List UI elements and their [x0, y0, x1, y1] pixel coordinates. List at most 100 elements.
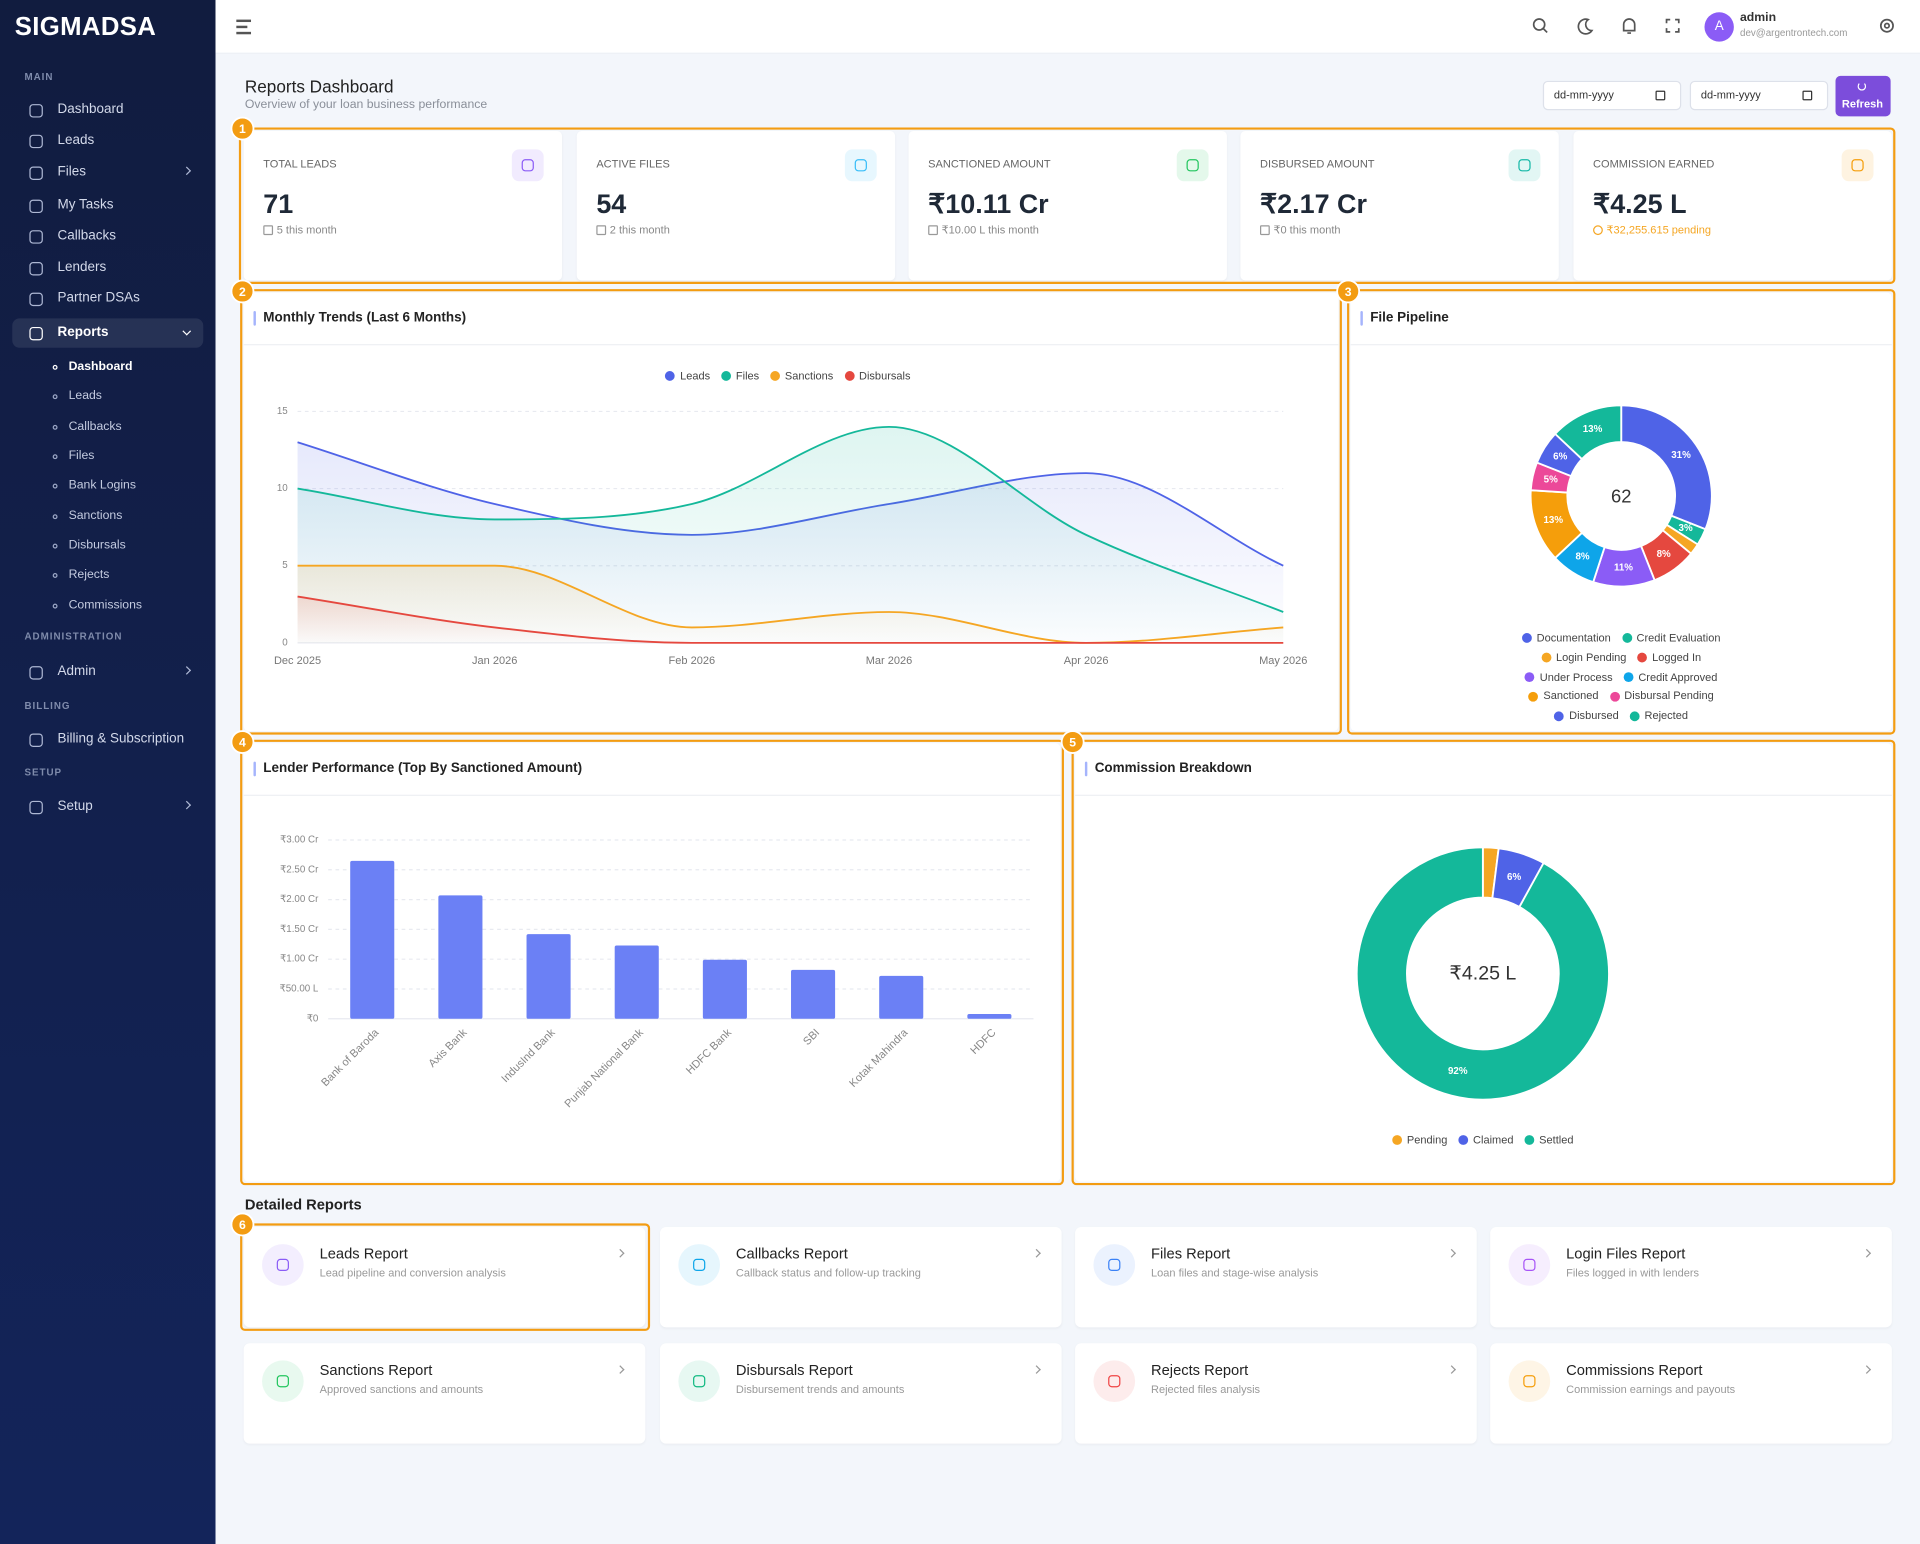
nav-item[interactable]: Admin	[57, 664, 96, 679]
legend-label: Logged In	[1652, 651, 1702, 664]
date-input[interactable]	[1542, 80, 1682, 111]
nav-icon	[29, 199, 43, 214]
nav-icon	[29, 134, 43, 149]
menu-toggle-line[interactable]	[236, 19, 252, 22]
nav-item[interactable]: Setup	[57, 798, 93, 814]
submenu-item[interactable]: Commissions	[68, 598, 143, 612]
panel-divider	[1075, 794, 1892, 796]
nav-item[interactable]: My Tasks	[57, 197, 114, 213]
nav-item-active[interactable]	[12, 318, 204, 348]
legend-swatch	[721, 371, 732, 382]
report-card[interactable]	[243, 1343, 646, 1444]
legend-swatch	[1623, 672, 1634, 683]
submenu-dot	[52, 424, 58, 430]
report-card[interactable]	[1490, 1343, 1892, 1444]
nav-item[interactable]: Lenders	[57, 260, 107, 275]
report-card[interactable]	[1075, 1226, 1477, 1328]
legend-swatch	[1621, 633, 1632, 644]
kpi-note: 5 this month	[276, 223, 337, 236]
report-card[interactable]	[1490, 1226, 1892, 1328]
submenu-item[interactable]: Disbursals	[68, 538, 126, 553]
kpi-icon	[1851, 159, 1864, 172]
date-input[interactable]	[1689, 80, 1829, 111]
nav-icon	[29, 166, 43, 180]
legend-label: Files	[735, 369, 760, 383]
kpi-value: ₹10.11 Cr	[928, 188, 1049, 219]
legend-label: Claimed	[1473, 1133, 1514, 1147]
legend-swatch	[1637, 652, 1648, 663]
report-icon	[1523, 1375, 1536, 1388]
submenu-item[interactable]: Dashboard	[68, 360, 133, 374]
report-icon-bg	[678, 1244, 720, 1286]
user-email: dev@argentrontech.com	[1740, 27, 1848, 39]
user-name: admin	[1740, 11, 1777, 25]
page-subtitle: Overview of your loan business performan…	[244, 97, 488, 112]
nav-section-title: SETUP	[24, 766, 63, 778]
title-accent	[253, 761, 256, 777]
legend-swatch	[665, 371, 676, 382]
nav-item[interactable]: Dashboard	[57, 102, 124, 117]
report-icon-bg	[262, 1360, 304, 1403]
submenu-item[interactable]: Bank Logins	[68, 479, 136, 493]
chart-legend: Documentation Credit Evaluation Login Pend…	[1507, 632, 1735, 723]
nav-item[interactable]: Callbacks	[57, 228, 116, 243]
kpi-icon	[1186, 159, 1199, 172]
submenu-item[interactable]: Callbacks	[68, 419, 122, 434]
nav-item[interactable]: Reports	[57, 324, 109, 340]
chart-legend: Leads Files Sanctions Disbursals	[604, 370, 971, 383]
chart-panel	[243, 292, 1339, 732]
submenu-item[interactable]: Leads	[68, 389, 102, 404]
nav-item[interactable]: Files	[57, 164, 87, 180]
report-title: Login Files Report	[1566, 1245, 1686, 1263]
avatar[interactable]	[1704, 12, 1734, 42]
nav-icon	[29, 292, 43, 307]
report-description: Callback status and follow-up tracking	[735, 1266, 921, 1280]
title-accent	[1084, 761, 1088, 777]
submenu-item[interactable]: Files	[68, 449, 95, 463]
legend-label: Sanctions	[784, 369, 834, 383]
nav-section-title: BILLING	[24, 700, 71, 712]
report-icon-bg	[1093, 1244, 1136, 1286]
legend-label: Login Pending	[1555, 651, 1627, 664]
nav-icon	[29, 262, 43, 276]
refresh-icon	[1857, 82, 1867, 91]
nav-icon	[29, 800, 43, 815]
report-icon-bg	[1508, 1244, 1551, 1286]
legend-label: Leads	[680, 369, 711, 383]
legend-label: Credit Approved	[1638, 670, 1718, 683]
legend-label: Rejected	[1644, 709, 1688, 722]
report-description: Files logged in with lenders	[1566, 1266, 1700, 1280]
nav-item[interactable]: Billing & Subscription	[57, 731, 185, 747]
legend-item: Leads	[665, 370, 710, 383]
report-description: Commission earnings and payouts	[1566, 1383, 1736, 1396]
kpi-note: ₹10.00 L this month	[941, 223, 1039, 236]
report-card[interactable]	[660, 1226, 1062, 1328]
kpi-icon	[854, 159, 867, 172]
legend-swatch	[844, 371, 855, 382]
menu-toggle-line	[236, 25, 248, 28]
report-title: Rejects Report	[1151, 1361, 1249, 1379]
report-card[interactable]	[1075, 1343, 1477, 1444]
legend-swatch	[1554, 710, 1565, 721]
report-card[interactable]	[660, 1343, 1062, 1444]
legend-swatch	[1525, 672, 1535, 683]
legend-swatch	[1629, 710, 1640, 721]
title-accent	[1360, 311, 1363, 326]
nav-item[interactable]: Leads	[57, 132, 95, 148]
legend-item: Credit Approved	[1623, 670, 1718, 684]
nav-item[interactable]: Partner DSAs	[57, 290, 140, 306]
submenu-item[interactable]: Sanctions	[68, 509, 123, 523]
submenu-dot	[52, 603, 58, 609]
legend-swatch	[1528, 691, 1539, 702]
report-icon-bg	[1093, 1360, 1136, 1403]
chart-title: Lender Performance (Top By Sanctioned Am…	[263, 760, 583, 776]
report-icon	[1108, 1258, 1121, 1272]
report-description: Rejected files analysis	[1151, 1383, 1261, 1396]
kpi-label: ACTIVE FILES	[596, 157, 670, 170]
legend-label: Credit Evaluation	[1636, 631, 1721, 645]
submenu-item[interactable]: Rejects	[68, 568, 110, 583]
report-title: Sanctions Report	[319, 1361, 433, 1379]
